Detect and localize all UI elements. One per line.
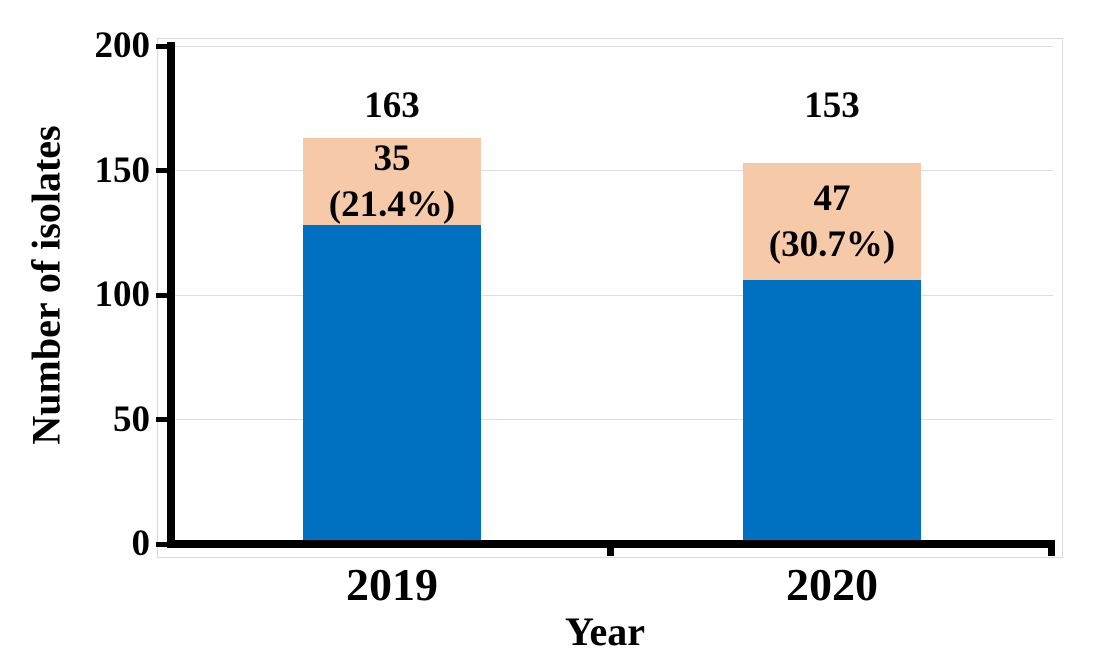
y-tick-label: 200 — [94, 25, 151, 66]
segment-count-2020: 47 — [813, 177, 851, 219]
bar-segment-blue-2019 — [303, 225, 481, 544]
bar-segment-peach-2020: 47 (30.7%) — [743, 163, 921, 281]
segment-label-2019: 35 (21.4%) — [303, 138, 481, 225]
y-axis-tick — [156, 43, 167, 49]
bar-group-2020: 47 (30.7%) — [743, 163, 921, 544]
x-axis-title: Year — [565, 609, 645, 654]
x-tick-label-2019: 2019 — [346, 559, 438, 610]
x-axis-tick-mid — [607, 548, 614, 556]
gridline — [167, 170, 1053, 171]
gridline — [167, 419, 1053, 420]
x-axis-tick-end — [1048, 548, 1055, 556]
y-tick-label: 100 — [94, 274, 151, 315]
x-axis-line — [167, 540, 1055, 548]
gridline — [167, 45, 1053, 47]
y-axis-tick — [156, 168, 167, 173]
segment-percent-2020: (30.7%) — [768, 223, 896, 265]
bar-group-2019: 35 (21.4%) — [303, 138, 481, 544]
segment-percent-2019: (21.4%) — [328, 183, 456, 225]
y-axis-tick — [156, 541, 167, 547]
y-axis-tick — [156, 292, 167, 298]
total-label-2019: 163 — [364, 85, 420, 126]
y-tick-label: 50 — [113, 398, 150, 440]
total-label-2020: 153 — [804, 85, 860, 126]
segment-count-2019: 35 — [373, 137, 411, 179]
y-axis-tick — [156, 417, 167, 422]
plot-area — [157, 38, 1063, 558]
bar-segment-peach-2019: 35 (21.4%) — [303, 138, 481, 226]
y-tick-label: 0 — [131, 523, 151, 564]
y-tick-label: 150 — [94, 149, 151, 191]
bar-segment-blue-2020 — [743, 280, 921, 544]
gridline — [167, 294, 1053, 296]
y-axis-line — [167, 42, 175, 548]
segment-label-2020: 47 (30.7%) — [743, 163, 921, 280]
x-tick-label-2020: 2020 — [786, 559, 878, 610]
